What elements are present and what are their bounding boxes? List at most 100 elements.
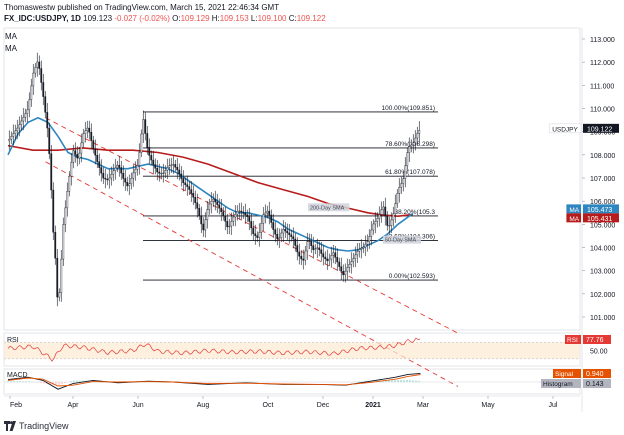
- candle-body: [48, 127, 51, 154]
- candle-body: [210, 201, 213, 205]
- y-tick-label: 113.000: [590, 37, 615, 44]
- candle-body: [416, 133, 419, 139]
- candle-body: [276, 233, 279, 240]
- candle-body: [146, 133, 149, 148]
- candle-body: [354, 254, 357, 259]
- macd-histogram-bar: [7, 381, 9, 383]
- price-tag-name-box: [566, 204, 581, 214]
- macd-histogram-bar: [397, 380, 399, 383]
- candle-body: [338, 261, 341, 267]
- moving-averages: [7, 116, 414, 252]
- symbol-label[interactable]: FX_IDC:USDJPY, 1D: [4, 14, 81, 23]
- candle-body: [368, 236, 371, 242]
- candle-body: [154, 164, 157, 169]
- candle-body: [106, 178, 109, 181]
- candle-body: [262, 214, 265, 224]
- candle-body: [92, 140, 95, 149]
- candle-body: [82, 133, 85, 144]
- candle-body: [206, 209, 209, 221]
- candle-body: [364, 244, 367, 248]
- macd-histogram-bar: [190, 382, 192, 383]
- macd-histogram-bar: [220, 382, 222, 383]
- candle-body: [158, 171, 161, 174]
- candle-body: [202, 223, 205, 231]
- macd-histogram-bar: [82, 380, 84, 383]
- tradingview-brand: TradingView: [19, 421, 69, 431]
- candle-body: [220, 207, 223, 213]
- candle-body: [168, 165, 171, 168]
- macd-histogram-bar: [43, 382, 45, 384]
- candle-body: [178, 169, 181, 175]
- annotation-box: [383, 235, 421, 244]
- candle-body: [34, 67, 37, 74]
- candle-body: [116, 164, 119, 169]
- macd-histogram-bar: [289, 382, 291, 383]
- macd-histogram-bar: [346, 382, 348, 383]
- candle-body: [310, 240, 313, 246]
- candle-body: [180, 173, 183, 179]
- candle-body: [372, 223, 375, 231]
- candle-body: [278, 237, 281, 240]
- x-tick-label: Aug: [197, 402, 210, 409]
- macd-histogram-bar: [394, 380, 396, 383]
- ma-legend-1[interactable]: MA: [5, 32, 17, 41]
- candle-body: [124, 178, 127, 183]
- candle-body: [296, 245, 299, 253]
- macd-histogram-bar: [49, 382, 51, 385]
- candle-body: [410, 144, 413, 147]
- ma-200-line: [7, 144, 414, 218]
- candle-body: [274, 229, 277, 235]
- high-label: H:: [211, 14, 220, 23]
- candle-body: [118, 164, 121, 168]
- candle-body: [60, 258, 63, 293]
- candle-body: [172, 164, 175, 166]
- ma-legend-2[interactable]: MA: [5, 44, 17, 53]
- candle-body: [70, 162, 73, 177]
- annotation-label: 200-Day SMA: [310, 205, 345, 211]
- rsi-line: [7, 337, 421, 362]
- candle-body: [24, 113, 27, 118]
- candle-body: [186, 184, 189, 187]
- candle-body: [204, 219, 207, 231]
- price-tags: USDJPY 109.122 MA 105.473 MA 105.431: [548, 123, 619, 223]
- x-tick-label: May: [481, 402, 495, 409]
- rsi-tag-name: RSI: [567, 337, 578, 344]
- candle-body: [358, 249, 361, 252]
- candle-body: [12, 133, 15, 137]
- candle-body: [370, 229, 373, 237]
- candle-body: [14, 130, 17, 134]
- candle-body: [142, 119, 145, 135]
- candle-body: [402, 178, 405, 184]
- price-tag-value: 105.473: [587, 207, 612, 214]
- candle-body: [330, 255, 333, 260]
- candle-body: [78, 152, 81, 159]
- macd-histogram-bar: [58, 382, 60, 386]
- low-label: L:: [250, 14, 258, 23]
- candle-body: [230, 221, 233, 227]
- macd-histogram-bar: [358, 381, 360, 383]
- signal-tag-name-box: [553, 369, 581, 378]
- candle-body: [156, 168, 159, 173]
- candle-body: [74, 150, 77, 155]
- macd-histogram-bar: [208, 382, 210, 383]
- candle-body: [208, 203, 211, 210]
- price-tag-value: 105.431: [587, 216, 612, 223]
- candle-body: [72, 150, 75, 163]
- candle-body: [334, 252, 337, 258]
- candle-body: [412, 142, 415, 146]
- macd-histogram-bar: [340, 382, 342, 383]
- candle-body: [164, 170, 167, 174]
- x-tick-label: Oct: [263, 402, 274, 409]
- macd-signal-line: [7, 374, 421, 387]
- rsi-band: [4, 342, 580, 359]
- tradingview-footer[interactable]: TradingView: [4, 421, 69, 431]
- candle-body: [362, 246, 365, 249]
- candle-body: [88, 127, 91, 133]
- macd-histogram-bar: [385, 380, 387, 383]
- close-value: 109.122: [296, 14, 326, 23]
- macd-pane: [3, 368, 581, 395]
- ma-50-line: [7, 116, 414, 252]
- candle-body: [378, 214, 381, 219]
- trend-channel-line: [45, 117, 459, 334]
- candle-body: [356, 251, 359, 256]
